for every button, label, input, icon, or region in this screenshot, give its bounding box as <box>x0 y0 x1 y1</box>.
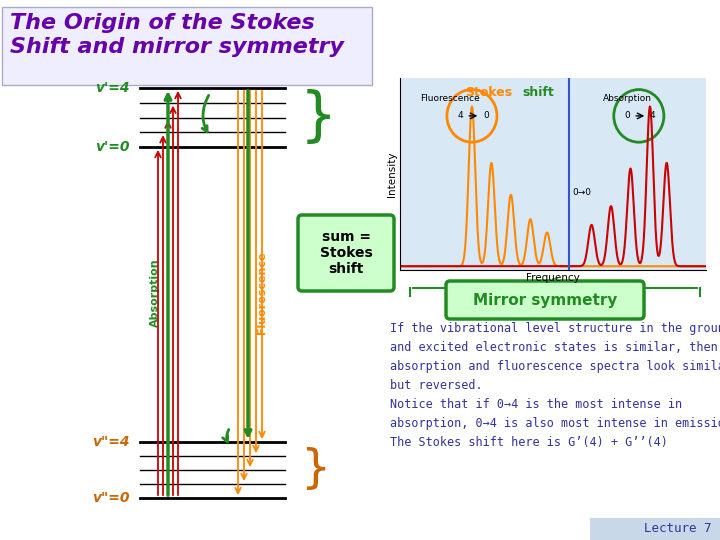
Text: Fluorescence: Fluorescence <box>420 94 480 103</box>
X-axis label: Frequency: Frequency <box>526 273 580 283</box>
Text: }: } <box>300 448 330 492</box>
Text: Lecture 7: Lecture 7 <box>644 523 712 536</box>
Text: sum =
Stokes
shift: sum = Stokes shift <box>320 230 372 276</box>
Text: Notice that if 0→4 is the most intense in: Notice that if 0→4 is the most intense i… <box>390 398 682 411</box>
Text: v"=0: v"=0 <box>92 491 130 505</box>
Text: 4: 4 <box>458 111 464 120</box>
Text: absorption and fluorescence spectra look similar,: absorption and fluorescence spectra look… <box>390 360 720 373</box>
Text: v'=4: v'=4 <box>96 81 130 95</box>
Text: Shift and mirror symmetry: Shift and mirror symmetry <box>10 37 344 57</box>
Text: 0: 0 <box>483 111 489 120</box>
Text: }: } <box>300 89 337 146</box>
Text: Mirror symmetry: Mirror symmetry <box>473 293 617 307</box>
Text: If the vibrational level structure in the ground: If the vibrational level structure in th… <box>390 322 720 335</box>
Text: v"=4: v"=4 <box>92 435 130 449</box>
Text: shift: shift <box>523 86 554 99</box>
FancyBboxPatch shape <box>590 518 720 540</box>
Text: 0→0: 0→0 <box>572 188 591 197</box>
Text: but reversed.: but reversed. <box>390 379 482 392</box>
Text: Frequency: Frequency <box>526 300 584 310</box>
Text: 4: 4 <box>650 111 655 120</box>
FancyBboxPatch shape <box>2 7 372 85</box>
Text: Absorption: Absorption <box>150 259 160 327</box>
Text: 0: 0 <box>625 111 631 120</box>
Text: The Origin of the Stokes: The Origin of the Stokes <box>10 13 315 33</box>
Text: and excited electronic states is similar, then the: and excited electronic states is similar… <box>390 341 720 354</box>
Text: absorption, 0→4 is also most intense in emission.: absorption, 0→4 is also most intense in … <box>390 417 720 430</box>
Text: ⌣: ⌣ <box>552 278 558 288</box>
FancyBboxPatch shape <box>446 281 644 319</box>
Text: Absorption: Absorption <box>603 94 652 103</box>
Text: Fluorescence: Fluorescence <box>257 252 267 334</box>
Text: v'=0: v'=0 <box>96 140 130 154</box>
Text: The Stokes shift here is G’(4) + G’’(4): The Stokes shift here is G’(4) + G’’(4) <box>390 436 668 449</box>
Y-axis label: Intensity: Intensity <box>387 151 397 197</box>
Text: Stokes: Stokes <box>465 86 512 99</box>
FancyBboxPatch shape <box>298 215 394 291</box>
